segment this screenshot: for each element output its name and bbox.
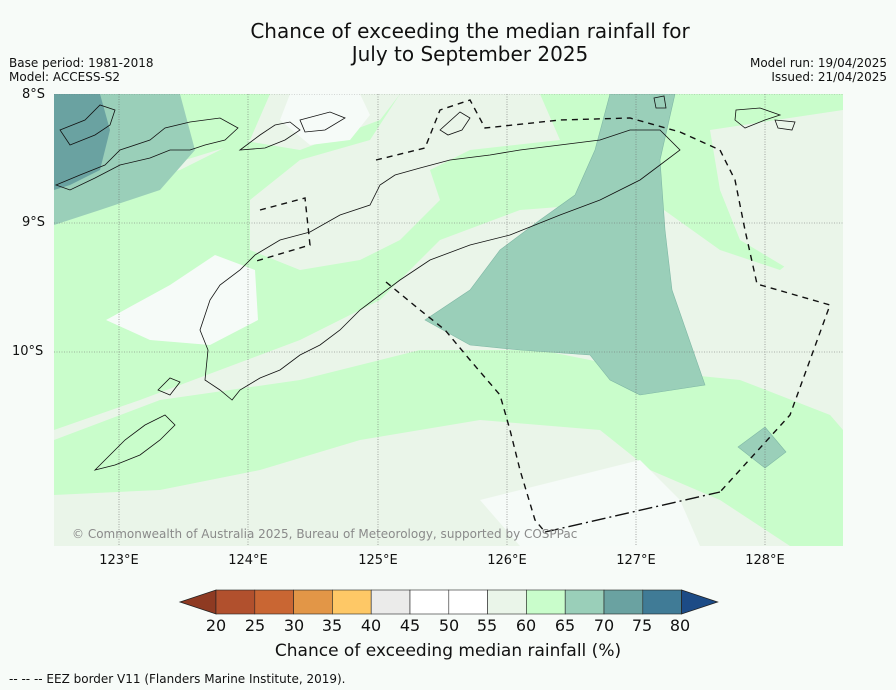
colorbar bbox=[178, 589, 719, 615]
cb-tick: 50 bbox=[438, 616, 460, 635]
lat-label-9s: 9°S bbox=[22, 215, 46, 230]
colorbar-segment bbox=[526, 589, 566, 615]
shade-55-60-se bbox=[800, 350, 843, 430]
title-line-1: Chance of exceeding the median rainfall … bbox=[250, 19, 690, 43]
map-title: Chance of exceeding the median rainfall … bbox=[0, 20, 896, 66]
colorbar-extend-low bbox=[178, 589, 217, 615]
cb-tick: 65 bbox=[554, 616, 576, 635]
colorbar-segment bbox=[642, 589, 682, 615]
colorbar-segment bbox=[603, 589, 644, 615]
eez-australia bbox=[544, 491, 721, 533]
lon-label-126e: 126°E bbox=[487, 553, 527, 568]
coast-flores-east bbox=[54, 117, 239, 191]
coast-islet-2 bbox=[774, 119, 796, 131]
colorbar-segment bbox=[409, 589, 450, 615]
cb-tick: 45 bbox=[399, 616, 421, 635]
cb-tick: 20 bbox=[205, 616, 227, 635]
colorbar-segment bbox=[254, 589, 294, 615]
cb-tick: 60 bbox=[515, 616, 537, 635]
cb-tick: 25 bbox=[244, 616, 266, 635]
lon-label-127e: 127°E bbox=[616, 553, 656, 568]
shade-70-75-nw bbox=[54, 94, 110, 190]
coast-timor bbox=[199, 129, 681, 401]
cb-tick: 30 bbox=[283, 616, 305, 635]
colorbar-segment bbox=[487, 589, 527, 615]
shade-45-55-west bbox=[106, 255, 258, 345]
cb-tick: 75 bbox=[631, 616, 653, 635]
eez-ambeno bbox=[252, 197, 311, 263]
colorbar-segment bbox=[564, 589, 605, 615]
coast-semau bbox=[157, 377, 181, 396]
colorbar-segment bbox=[332, 589, 372, 615]
model-run: Model run: 19/04/2025 bbox=[749, 56, 887, 70]
coast-roti bbox=[93, 414, 176, 471]
colorbar-segment bbox=[370, 589, 411, 615]
shade-60-65-south bbox=[54, 350, 843, 546]
base-period: Base period: 1981-2018 bbox=[9, 56, 154, 70]
colorbar-segment bbox=[448, 589, 488, 615]
cb-tick: 80 bbox=[669, 616, 691, 635]
lat-label-8s: 8°S bbox=[22, 87, 46, 102]
coast-kisar bbox=[734, 107, 782, 129]
cb-tick: 70 bbox=[593, 616, 615, 635]
lon-label-128e: 128°E bbox=[745, 553, 785, 568]
cb-tick: 35 bbox=[321, 616, 343, 635]
shade-65-70-central bbox=[424, 94, 706, 396]
coast-alor bbox=[238, 121, 301, 151]
lon-label-123e: 123°E bbox=[99, 553, 139, 568]
coast-wetar-e bbox=[439, 111, 471, 136]
colorbar-label: Chance of exceeding median rainfall (%) bbox=[274, 641, 622, 661]
lat-label-10s: 10°S bbox=[12, 344, 44, 359]
coast-wetar-w bbox=[299, 111, 346, 133]
eez-border bbox=[252, 99, 831, 533]
meta-left: Base period: 1981-2018 Model: ACCESS-S2 bbox=[9, 56, 154, 84]
coast-islet bbox=[653, 95, 667, 109]
model-name: Model: ACCESS-S2 bbox=[9, 70, 121, 84]
lon-label-125e: 125°E bbox=[358, 553, 398, 568]
coastlines bbox=[54, 95, 796, 471]
lon-label-124e: 124°E bbox=[228, 553, 268, 568]
shade-45-55-south bbox=[480, 460, 700, 546]
colorbar-segment bbox=[293, 589, 333, 615]
issued-date: Issued: 21/04/2025 bbox=[771, 70, 887, 84]
title-line-2: July to September 2025 bbox=[351, 42, 589, 66]
shade-55-60-north bbox=[250, 94, 560, 270]
graticule bbox=[54, 94, 843, 546]
colorbar-extend-high bbox=[681, 589, 719, 615]
eez-legend-note: -- -- -- EEZ border V11 (Flanders Marine… bbox=[9, 672, 346, 686]
cb-tick: 40 bbox=[360, 616, 382, 635]
forecast-map bbox=[54, 94, 843, 546]
cb-tick: 55 bbox=[476, 616, 498, 635]
shade-45-55-north bbox=[280, 94, 370, 145]
copyright-notice: © Commonwealth of Australia 2025, Bureau… bbox=[72, 527, 578, 541]
shade-55-60-east bbox=[710, 110, 843, 270]
coast-island-nw bbox=[59, 104, 116, 146]
meta-right: Model run: 19/04/2025 Issued: 21/04/2025 bbox=[750, 56, 887, 84]
colorbar-segment bbox=[215, 589, 256, 615]
shade-65-70-se bbox=[737, 426, 787, 469]
